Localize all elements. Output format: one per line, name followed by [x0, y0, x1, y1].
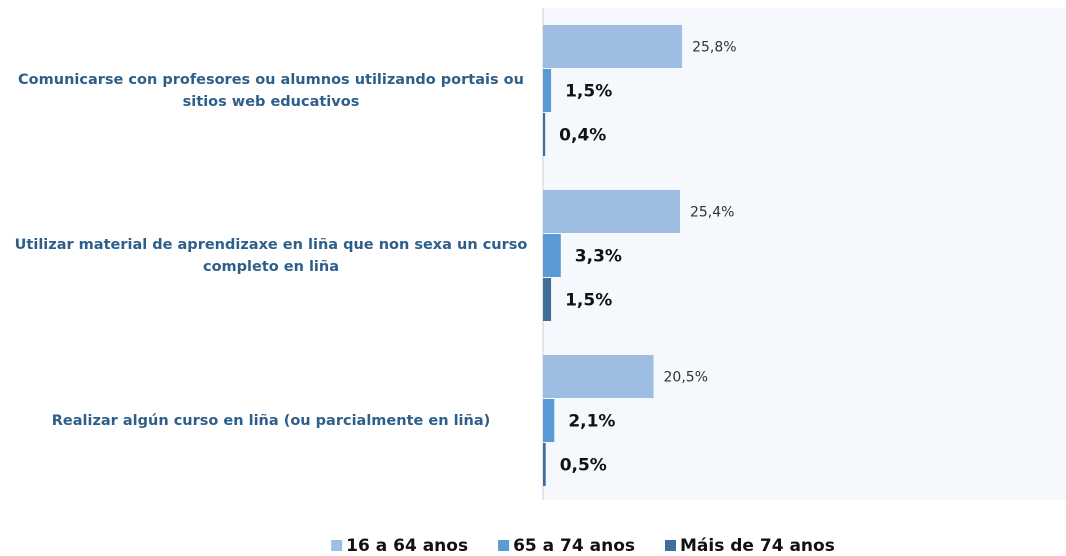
bar [543, 113, 546, 156]
bar [543, 234, 561, 277]
value-label: 25,8% [692, 40, 736, 56]
legend-swatch [498, 540, 510, 551]
bar [543, 355, 654, 398]
bar [543, 190, 680, 233]
legend-swatch [331, 540, 343, 551]
bar [543, 25, 683, 68]
value-label: 2,1% [568, 412, 615, 432]
bar [543, 278, 552, 321]
legend-swatch [665, 540, 677, 551]
bar [543, 69, 552, 112]
legend-label: 65 a 74 anos [513, 536, 635, 556]
category-label: Comunicarse con profesores ou alumnos ut… [18, 72, 524, 110]
bar [543, 443, 546, 486]
category-label: Realizar algún curso en liña (ou parcial… [51, 413, 491, 429]
value-label: 0,4% [559, 126, 606, 146]
value-label: 25,4% [690, 205, 734, 221]
value-label: 3,3% [575, 247, 622, 267]
value-label: 0,5% [560, 456, 607, 476]
value-label: 1,5% [565, 291, 612, 311]
value-label: 20,5% [664, 370, 708, 386]
legend-label: Máis de 74 anos [680, 536, 835, 556]
category-label: Utilizar material de aprendizaxe en liña… [14, 237, 528, 275]
bar [543, 399, 555, 442]
plot-area [543, 8, 1066, 500]
value-label: 1,5% [565, 82, 612, 102]
legend-label: 16 a 64 anos [346, 536, 468, 556]
